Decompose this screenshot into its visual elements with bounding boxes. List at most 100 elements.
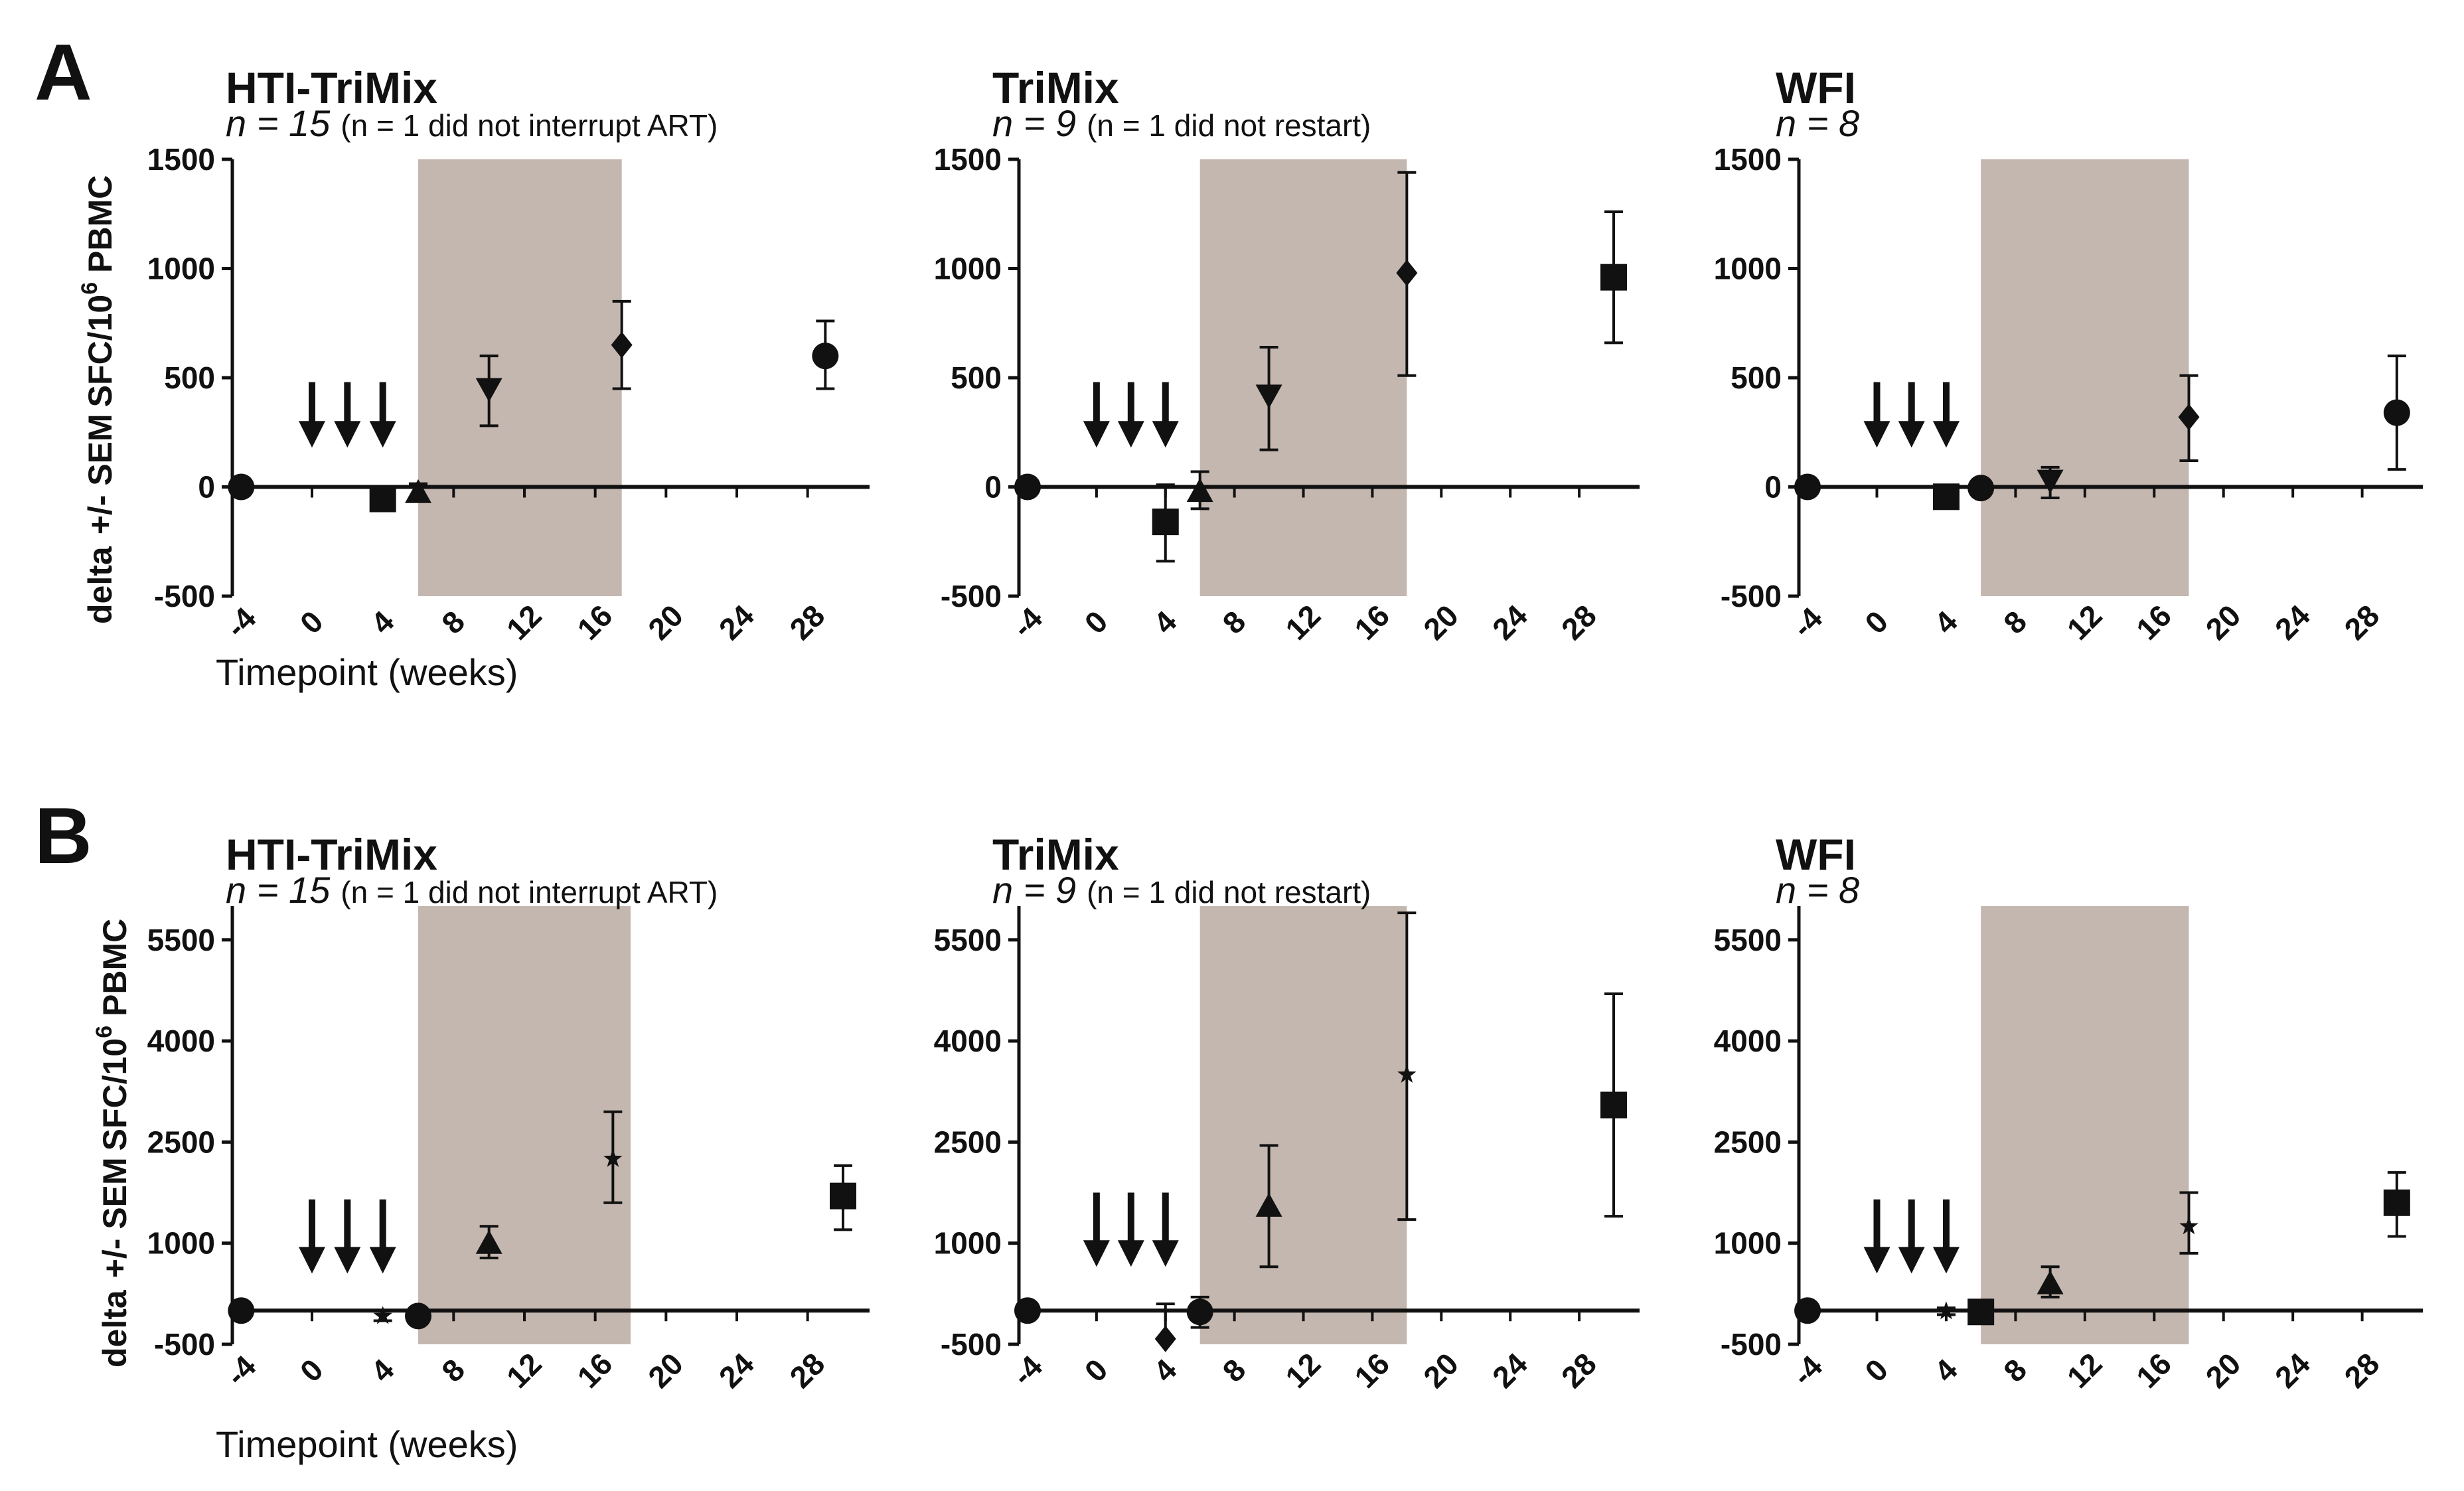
x-tick-label: -4 (219, 600, 263, 644)
data-point-marker (2383, 399, 2410, 426)
data-point-marker (1600, 264, 1628, 291)
x-tick-label: 0 (293, 1352, 330, 1389)
n-main: n = 9 (992, 869, 1076, 911)
x-axis-label-b: Timepoint (weeks) (216, 1423, 518, 1465)
x-tick-label: -4 (1005, 600, 1049, 644)
n-note: (n = 1 did not restart) (1087, 875, 1371, 909)
dose-arrow-head (1117, 421, 1144, 448)
shaded-interval (1199, 159, 1407, 596)
chart-title: WFI (1776, 63, 1856, 112)
x-tick-label: -4 (1786, 1348, 1829, 1392)
data-point-marker (2179, 1216, 2198, 1235)
data-point-marker (1932, 483, 1960, 510)
x-tick-label: 24 (1486, 1346, 1534, 1395)
data-point-marker (1967, 475, 1995, 502)
data-point-marker (1600, 1091, 1628, 1119)
x-tick-label: -4 (219, 1348, 263, 1392)
x-tick-label: 12 (2060, 598, 2109, 647)
n-annotation: n = 15 (n = 1 did not interrupt ART) (226, 102, 718, 144)
y-tick-label: 4000 (1714, 1024, 1782, 1058)
n-note: (n = 1 did not restart) (1087, 108, 1371, 143)
dose-arrow-head (1898, 421, 1925, 448)
n-main: n = 15 (226, 102, 331, 144)
n-annotation: n = 15 (n = 1 did not interrupt ART) (226, 869, 718, 911)
n-annotation: n = 9 (n = 1 did not restart) (992, 102, 1371, 144)
data-point-marker (1794, 1297, 1821, 1324)
y-axis-label-unit: SFC/10 (96, 1038, 133, 1151)
y-axis-label-b: delta +/- SEM SFC/106 PBMC (92, 919, 133, 1368)
data-point-marker (1154, 1325, 1176, 1352)
data-point-marker (228, 473, 255, 501)
data-point-marker (1397, 1064, 1417, 1083)
y-tick-label: 1000 (1714, 1226, 1782, 1261)
data-point-marker (1967, 1298, 1995, 1326)
y-tick-label: 1500 (147, 142, 215, 177)
x-tick-label: -4 (1005, 1348, 1049, 1392)
x-axis-label-a: Timepoint (weeks) (216, 651, 518, 693)
x-tick-label: 24 (1486, 598, 1534, 647)
x-tick-label: 28 (2337, 1346, 2386, 1395)
y-axis-label-exp: 6 (92, 1026, 117, 1038)
n-annotation: n = 9 (n = 1 did not restart) (992, 869, 1371, 911)
y-tick-label: -500 (1721, 1327, 1782, 1362)
x-tick-label: 12 (1278, 1346, 1327, 1395)
data-point-marker (475, 1229, 502, 1254)
y-tick-label: 500 (164, 360, 215, 395)
data-point-marker (1152, 509, 1179, 536)
x-tick-label: 20 (1417, 1346, 1465, 1395)
y-axis-label-pm: +/- SEM (82, 414, 119, 534)
data-point-marker (1255, 1192, 1282, 1217)
x-tick-label: 28 (2337, 598, 2386, 647)
n-annotation: n = 8 (1776, 102, 1859, 144)
data-point-marker (2037, 469, 2064, 494)
data-point-marker (405, 1302, 431, 1330)
dose-arrow-head (299, 421, 325, 448)
x-tick-label: 12 (1278, 598, 1327, 647)
y-axis-label-prefix: delta (82, 546, 119, 624)
data-point-marker (611, 331, 633, 358)
y-axis-label-prefix: delta (96, 1289, 133, 1368)
panel-label-a: A (35, 28, 92, 117)
n-main: n = 8 (1776, 102, 1859, 144)
x-tick-label: 4 (1928, 1352, 1964, 1389)
y-tick-label: 1000 (147, 252, 215, 286)
data-point-marker (1186, 478, 1213, 503)
chart-title: HTI-TriMix (226, 63, 437, 112)
chart-title: HTI-TriMix (226, 830, 437, 879)
data-point-marker (1794, 473, 1821, 501)
shaded-interval (418, 906, 631, 1344)
x-tick-label: 20 (1417, 598, 1465, 647)
dose-arrow-head (334, 1247, 361, 1274)
dose-arrow-head (1863, 1247, 1890, 1274)
x-tick-label: 4 (1147, 604, 1184, 641)
y-tick-label: 5500 (147, 923, 215, 957)
dose-arrow-head (1932, 1247, 1960, 1274)
y-axis-label-tail: PBMC (82, 175, 119, 282)
data-point-marker (369, 485, 396, 512)
x-tick-label: 24 (2268, 598, 2317, 647)
y-axis-label-exp: 6 (77, 282, 102, 295)
x-tick-label: 20 (641, 598, 690, 647)
chart-title: WFI (1776, 830, 1856, 879)
chart-title: TriMix (992, 63, 1119, 112)
data-point-marker (603, 1148, 623, 1167)
y-tick-label: -500 (941, 1327, 1002, 1362)
n-annotation: n = 8 (1776, 869, 1859, 911)
data-point-marker (830, 1182, 856, 1210)
y-tick-label: 500 (1731, 360, 1782, 395)
y-tick-label: 1000 (934, 1226, 1002, 1261)
x-tick-label: 8 (1997, 604, 2033, 641)
dose-arrow-head (369, 1247, 396, 1274)
x-tick-label: 24 (2268, 1346, 2317, 1395)
x-tick-label: 16 (1348, 598, 1396, 647)
data-point-marker (1255, 384, 1282, 409)
y-tick-label: 1500 (934, 142, 1002, 177)
x-tick-label: 8 (1997, 1352, 2033, 1389)
x-tick-label: 0 (1858, 604, 1894, 641)
y-tick-label: 4000 (147, 1024, 215, 1058)
data-point-marker (475, 378, 502, 402)
